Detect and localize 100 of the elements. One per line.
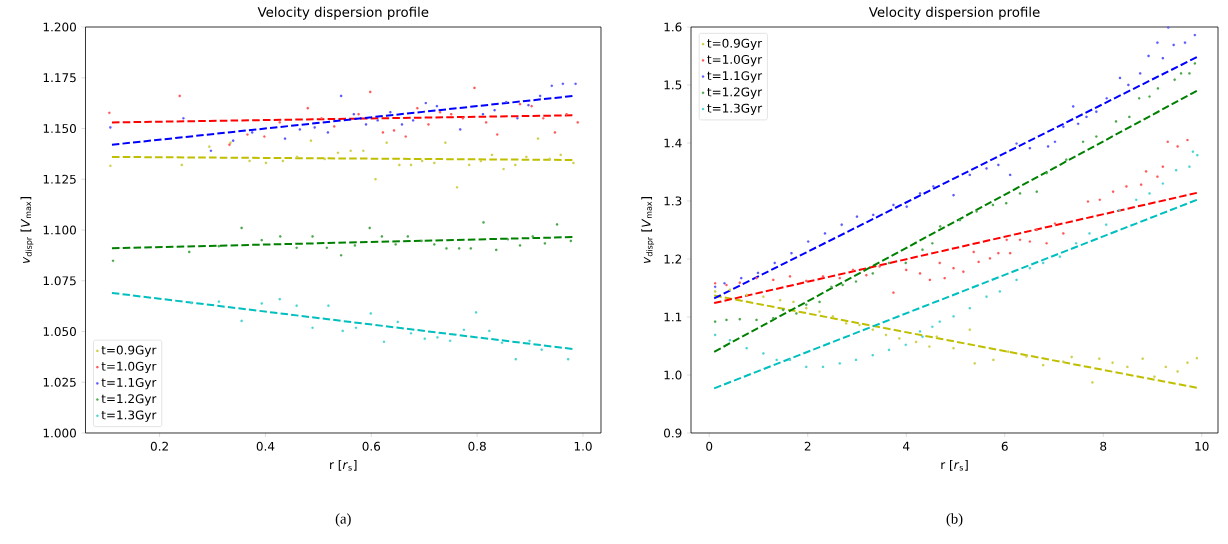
point xyxy=(435,104,439,108)
point xyxy=(514,358,518,361)
y-tick-label: 1.150 xyxy=(43,123,76,134)
y-tick-label: 1.125 xyxy=(43,174,76,184)
point xyxy=(952,193,955,197)
point xyxy=(479,159,483,163)
x-tick-label: 6 xyxy=(1001,441,1008,451)
point xyxy=(473,86,476,90)
point xyxy=(1028,240,1032,243)
point xyxy=(918,272,922,275)
point xyxy=(513,163,517,167)
point xyxy=(1148,192,1151,195)
text: (b) xyxy=(946,513,963,527)
text: (a) xyxy=(335,513,351,527)
point xyxy=(781,308,785,312)
point xyxy=(952,315,955,318)
point xyxy=(968,173,972,177)
point xyxy=(474,311,478,314)
point xyxy=(368,226,371,230)
point xyxy=(1041,261,1045,265)
point xyxy=(838,276,842,280)
point xyxy=(109,164,112,168)
point xyxy=(1193,33,1197,37)
point xyxy=(1098,357,1101,361)
point xyxy=(935,335,939,338)
point xyxy=(938,320,942,323)
point xyxy=(368,90,372,94)
point xyxy=(1025,355,1028,358)
point xyxy=(1153,375,1156,379)
point xyxy=(858,323,861,327)
point xyxy=(1125,185,1128,188)
point xyxy=(420,159,424,163)
point xyxy=(1015,142,1018,145)
y-tick-label: 1.025 xyxy=(43,377,76,387)
point xyxy=(806,240,810,243)
point xyxy=(488,329,491,333)
point xyxy=(904,261,908,265)
point xyxy=(436,336,439,339)
point xyxy=(209,149,213,153)
point xyxy=(1186,361,1189,365)
point xyxy=(382,340,386,344)
point xyxy=(871,328,875,332)
point xyxy=(278,297,282,301)
point xyxy=(406,235,410,238)
point xyxy=(755,318,758,322)
point xyxy=(1004,202,1008,205)
point xyxy=(1156,41,1159,44)
point xyxy=(855,215,859,218)
point xyxy=(278,235,282,238)
point xyxy=(1046,145,1050,148)
point xyxy=(536,137,540,140)
point xyxy=(1179,72,1183,75)
point xyxy=(1138,72,1142,75)
point xyxy=(932,185,935,188)
point xyxy=(482,221,485,224)
point xyxy=(1015,278,1018,282)
point xyxy=(518,102,522,106)
point xyxy=(240,319,243,323)
point xyxy=(538,94,542,98)
y-axis-title: v$_{dispr}$ [V$_{max}$] xyxy=(20,197,34,264)
point xyxy=(313,126,316,129)
point xyxy=(771,278,775,282)
point xyxy=(713,285,717,289)
point xyxy=(790,251,793,255)
point xyxy=(1028,267,1032,270)
point xyxy=(369,312,373,315)
point xyxy=(985,295,988,298)
point xyxy=(756,271,760,275)
point xyxy=(246,133,249,136)
point xyxy=(190,301,193,305)
point xyxy=(992,358,995,362)
point xyxy=(528,339,531,343)
point xyxy=(1191,150,1195,153)
point xyxy=(968,328,972,332)
point xyxy=(572,161,575,165)
point xyxy=(295,155,299,159)
point xyxy=(248,159,251,163)
point xyxy=(396,320,400,324)
legend-label: t=1.2Gyr xyxy=(101,394,157,406)
point xyxy=(1137,97,1141,100)
point xyxy=(905,205,909,209)
point xyxy=(1095,135,1098,138)
x-tick-label: 8 xyxy=(1100,441,1107,451)
point xyxy=(380,235,384,238)
point xyxy=(1074,242,1078,245)
point xyxy=(341,329,344,333)
point xyxy=(977,260,980,264)
point xyxy=(713,333,717,337)
point xyxy=(264,161,268,165)
point xyxy=(325,246,329,250)
point xyxy=(349,149,352,153)
y-tick-label: 1.175 xyxy=(43,73,76,83)
point xyxy=(409,332,413,335)
point xyxy=(928,278,932,282)
point xyxy=(1196,153,1199,157)
x-tick-label: 4 xyxy=(903,441,910,451)
point xyxy=(830,285,833,289)
point xyxy=(392,129,396,132)
point xyxy=(320,117,323,120)
point xyxy=(364,123,368,126)
